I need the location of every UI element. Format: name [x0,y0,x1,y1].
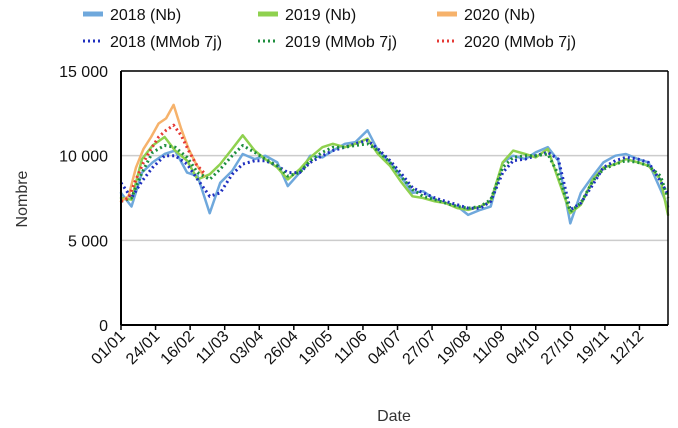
legend-label: 2019 (MMob 7j) [285,34,397,51]
x-tick-label: 11/06 [331,328,371,368]
series-line-2019-mmob-7j [120,142,670,213]
y-tick-label: 15 000 [59,64,108,81]
y-tick-label: 0 [99,318,108,335]
legend-label: 2019 (Nb) [285,7,356,24]
x-tick-label: 19/11 [573,328,613,368]
axes [120,70,669,330]
legend-label: 2020 (MMob 7j) [464,34,576,51]
x-tick-label: 26/04 [261,328,301,368]
legend-item-2019-mmob-7j: 2019 (MMob 7j) [258,34,397,51]
x-tick-label: 03/04 [227,328,267,368]
x-tick-label: 27/10 [538,328,578,368]
legend-label: 2018 (Nb) [110,7,181,24]
x-tick-label: 11/09 [470,328,510,368]
y-tick-label: 10 000 [59,149,108,166]
y-axis-label: Nombre [14,170,31,227]
x-tick-label: 01/01 [88,328,128,368]
x-tick-label: 11/03 [193,328,233,368]
legend-item-2020-mmob-7j: 2020 (MMob 7j) [437,34,576,51]
x-tick-label: 04/10 [503,328,543,368]
x-tick-label: 04/07 [365,328,405,368]
legend-item-2018-nb: 2018 (Nb) [83,7,181,24]
x-tick-label: 27/07 [400,328,440,368]
series-group [119,103,670,225]
y-tick-label: 5 000 [68,233,108,250]
x-tick-label: 19/05 [296,328,336,368]
legend-label: 2018 (MMob 7j) [110,34,222,51]
legend: 2018 (Nb) 2019 (Nb) 2020 (Nb) 2018 (MMob 7j… [83,7,576,51]
legend-label: 2020 (Nb) [464,7,535,24]
series-line-2018-nb [119,129,670,225]
series-line-2020-mmob-7j [120,123,205,203]
x-axis-label: Date [377,408,411,425]
x-tick-labels: 01/0124/0116/0211/0303/0426/0419/0511/06… [88,328,647,368]
legend-item-2020-nb: 2020 (Nb) [437,7,535,24]
y-tick-labels: 0 5 000 10 000 15 000 [59,64,108,335]
x-tick-label: 24/01 [123,328,163,368]
x-tick-label: 16/02 [158,328,198,368]
x-tick-label: 12/12 [607,328,647,368]
legend-item-2018-mmob-7j: 2018 (MMob 7j) [83,34,222,51]
grid-lines [121,70,668,242]
legend-item-2019-nb: 2019 (Nb) [258,7,356,24]
x-tick-label: 19/08 [434,328,474,368]
